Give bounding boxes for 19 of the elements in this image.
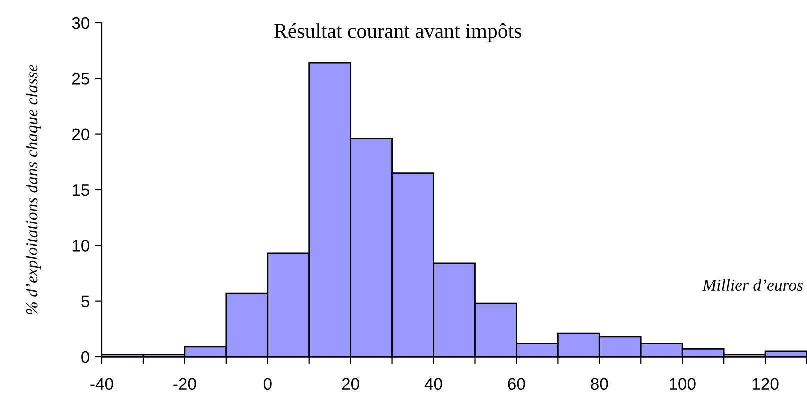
y-tick-label: 30	[72, 17, 90, 30]
y-tick-label: 20	[72, 128, 90, 141]
y-tick-label: 25	[72, 73, 90, 85]
x-tick-label: -20	[174, 378, 196, 390]
x-tick-label: 20	[342, 378, 360, 390]
x-tick-label: 80	[591, 378, 608, 390]
y-tick-label: 10	[72, 240, 90, 252]
x-tick-label: 120	[752, 378, 779, 390]
annotation: Millier d’euros	[702, 279, 803, 292]
y-tick-label: 0	[82, 351, 90, 364]
y-axis-title: % d’exploitations dans chaque classe	[26, 64, 42, 314]
x-tick-label: 0	[264, 378, 272, 390]
x-tick-label: 100	[670, 378, 696, 390]
x-tick-label: 40	[424, 378, 442, 390]
y-tick-label: 5	[82, 296, 90, 308]
x-tick-label: 60	[508, 378, 526, 390]
y-tick-label: 15	[72, 184, 90, 196]
x-tick-label: -40	[90, 378, 114, 390]
chart-title: Résultat courant avant impôts	[274, 24, 522, 42]
